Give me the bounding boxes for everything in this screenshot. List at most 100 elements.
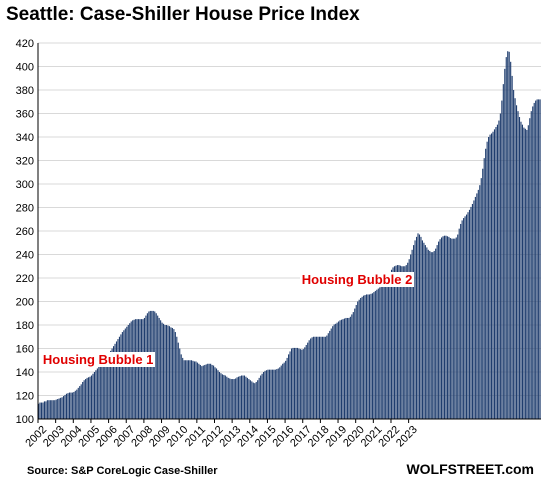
bar — [46, 400, 48, 419]
bar — [96, 368, 98, 419]
bar — [463, 218, 465, 419]
bar — [488, 137, 490, 419]
bar — [455, 237, 457, 419]
bar — [345, 317, 347, 419]
bar — [196, 362, 198, 419]
bar — [368, 294, 371, 419]
bar — [85, 379, 87, 419]
bar — [468, 209, 471, 419]
bar — [55, 399, 57, 419]
bar — [213, 365, 215, 419]
bar — [208, 363, 210, 419]
bar — [405, 265, 407, 419]
bar — [252, 382, 254, 419]
bar — [227, 377, 229, 420]
bar — [271, 369, 273, 419]
y-tick-320: 320 — [16, 156, 34, 168]
bar — [371, 293, 373, 419]
bar — [363, 295, 365, 420]
bar — [280, 365, 282, 419]
bar — [86, 377, 88, 420]
bar — [165, 325, 168, 419]
bar — [89, 376, 91, 419]
bar — [174, 332, 176, 419]
bar — [124, 328, 126, 419]
bar — [140, 319, 143, 420]
bar — [507, 51, 509, 419]
bar — [445, 235, 447, 419]
bar — [324, 336, 326, 419]
bar — [393, 266, 396, 419]
bar — [215, 368, 218, 419]
bar — [302, 349, 304, 419]
bar — [538, 99, 540, 420]
bar — [211, 364, 213, 419]
bar — [446, 236, 448, 419]
bars — [38, 51, 541, 420]
y-tick-300: 300 — [16, 179, 34, 191]
bar — [113, 346, 115, 419]
bar — [415, 236, 418, 420]
bar — [474, 196, 476, 419]
bar — [157, 315, 159, 419]
bar — [76, 389, 78, 420]
bar — [192, 360, 194, 419]
bar — [454, 238, 456, 419]
bar — [355, 305, 357, 419]
bar — [398, 265, 400, 419]
bar — [511, 75, 513, 420]
bar — [388, 273, 390, 419]
bar — [421, 240, 423, 419]
bar — [429, 250, 431, 419]
bar — [102, 359, 104, 419]
y-tick-200: 200 — [16, 297, 34, 309]
bar — [314, 336, 316, 419]
bar — [39, 402, 41, 419]
bar — [382, 283, 384, 420]
bar — [495, 127, 497, 419]
bar — [443, 235, 446, 419]
bar — [508, 51, 510, 420]
bar — [358, 299, 360, 419]
bar — [90, 375, 93, 419]
bar — [304, 347, 306, 419]
bar — [285, 360, 287, 419]
bar — [504, 68, 506, 419]
bar — [136, 319, 138, 420]
bar — [339, 320, 341, 419]
bar — [338, 321, 340, 419]
bar — [207, 363, 209, 419]
bar — [176, 336, 178, 419]
x-tick-2023: 2023 — [394, 424, 420, 450]
bar — [274, 369, 276, 419]
bar — [282, 363, 284, 419]
bar — [374, 290, 376, 419]
bar — [114, 343, 116, 419]
y-tick-labels: 100 120 140 160 180 200 220 240 260 280 300 320 340 3… — [16, 38, 34, 426]
bar — [392, 267, 394, 419]
bar — [258, 377, 260, 420]
bar — [235, 378, 237, 419]
bar — [283, 362, 285, 419]
bar — [513, 90, 515, 419]
bar — [257, 380, 259, 419]
bar — [201, 366, 203, 420]
bar — [527, 125, 529, 419]
bar — [217, 370, 219, 419]
bar — [330, 328, 332, 419]
bar — [105, 356, 107, 419]
bar — [460, 223, 462, 419]
bar — [476, 193, 478, 419]
bar — [321, 336, 323, 419]
bar — [48, 400, 50, 419]
bar — [523, 127, 525, 419]
bar — [93, 372, 96, 419]
bar — [260, 375, 262, 419]
y-tick-420: 420 — [16, 38, 34, 50]
bar — [407, 262, 409, 419]
bar — [352, 312, 354, 419]
bar — [236, 377, 238, 419]
bar — [132, 320, 134, 419]
bar — [64, 394, 66, 419]
bar — [386, 276, 388, 419]
